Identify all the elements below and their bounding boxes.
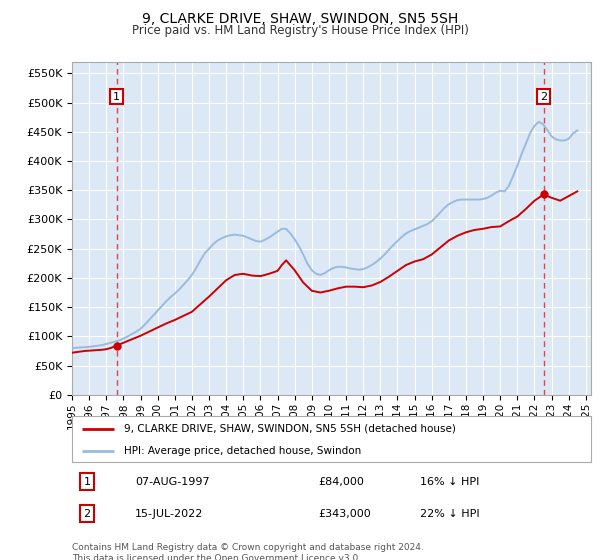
Text: £343,000: £343,000 [318, 508, 371, 519]
Text: 22% ↓ HPI: 22% ↓ HPI [420, 508, 479, 519]
Text: Price paid vs. HM Land Registry's House Price Index (HPI): Price paid vs. HM Land Registry's House … [131, 24, 469, 37]
Text: 2: 2 [540, 92, 547, 102]
Text: Contains HM Land Registry data © Crown copyright and database right 2024.
This d: Contains HM Land Registry data © Crown c… [72, 543, 424, 560]
Text: 1: 1 [83, 477, 91, 487]
Text: 16% ↓ HPI: 16% ↓ HPI [420, 477, 479, 487]
Text: 2: 2 [83, 508, 91, 519]
Text: 07-AUG-1997: 07-AUG-1997 [135, 477, 209, 487]
Text: 15-JUL-2022: 15-JUL-2022 [135, 508, 203, 519]
Text: 9, CLARKE DRIVE, SHAW, SWINDON, SN5 5SH (detached house): 9, CLARKE DRIVE, SHAW, SWINDON, SN5 5SH … [124, 424, 456, 434]
Text: HPI: Average price, detached house, Swindon: HPI: Average price, detached house, Swin… [124, 446, 361, 455]
Text: 9, CLARKE DRIVE, SHAW, SWINDON, SN5 5SH: 9, CLARKE DRIVE, SHAW, SWINDON, SN5 5SH [142, 12, 458, 26]
Text: 1: 1 [113, 92, 120, 102]
Text: £84,000: £84,000 [318, 477, 364, 487]
